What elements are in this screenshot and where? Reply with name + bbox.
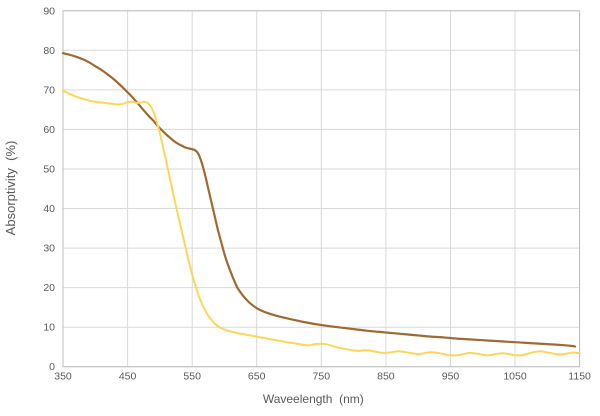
svg-text:60: 60: [43, 124, 55, 136]
svg-text:450: 450: [119, 371, 137, 383]
svg-text:20: 20: [43, 282, 55, 294]
svg-text:Waveelength (nm): Waveelength (nm): [263, 392, 364, 406]
svg-text:850: 850: [377, 371, 395, 383]
svg-text:80: 80: [43, 45, 55, 57]
svg-text:50: 50: [43, 164, 55, 176]
svg-text:40: 40: [43, 203, 55, 215]
svg-text:750: 750: [313, 371, 331, 383]
svg-text:650: 650: [248, 371, 266, 383]
svg-text:Absorptivity (%): Absorptivity (%): [3, 141, 18, 236]
svg-text:70: 70: [43, 84, 55, 96]
svg-text:90: 90: [43, 5, 55, 17]
svg-text:350: 350: [54, 371, 72, 383]
svg-text:10: 10: [43, 322, 55, 334]
svg-text:30: 30: [43, 243, 55, 255]
svg-text:950: 950: [442, 371, 460, 383]
svg-text:1050: 1050: [503, 371, 527, 383]
svg-text:550: 550: [183, 371, 201, 383]
svg-text:1150: 1150: [568, 371, 591, 383]
